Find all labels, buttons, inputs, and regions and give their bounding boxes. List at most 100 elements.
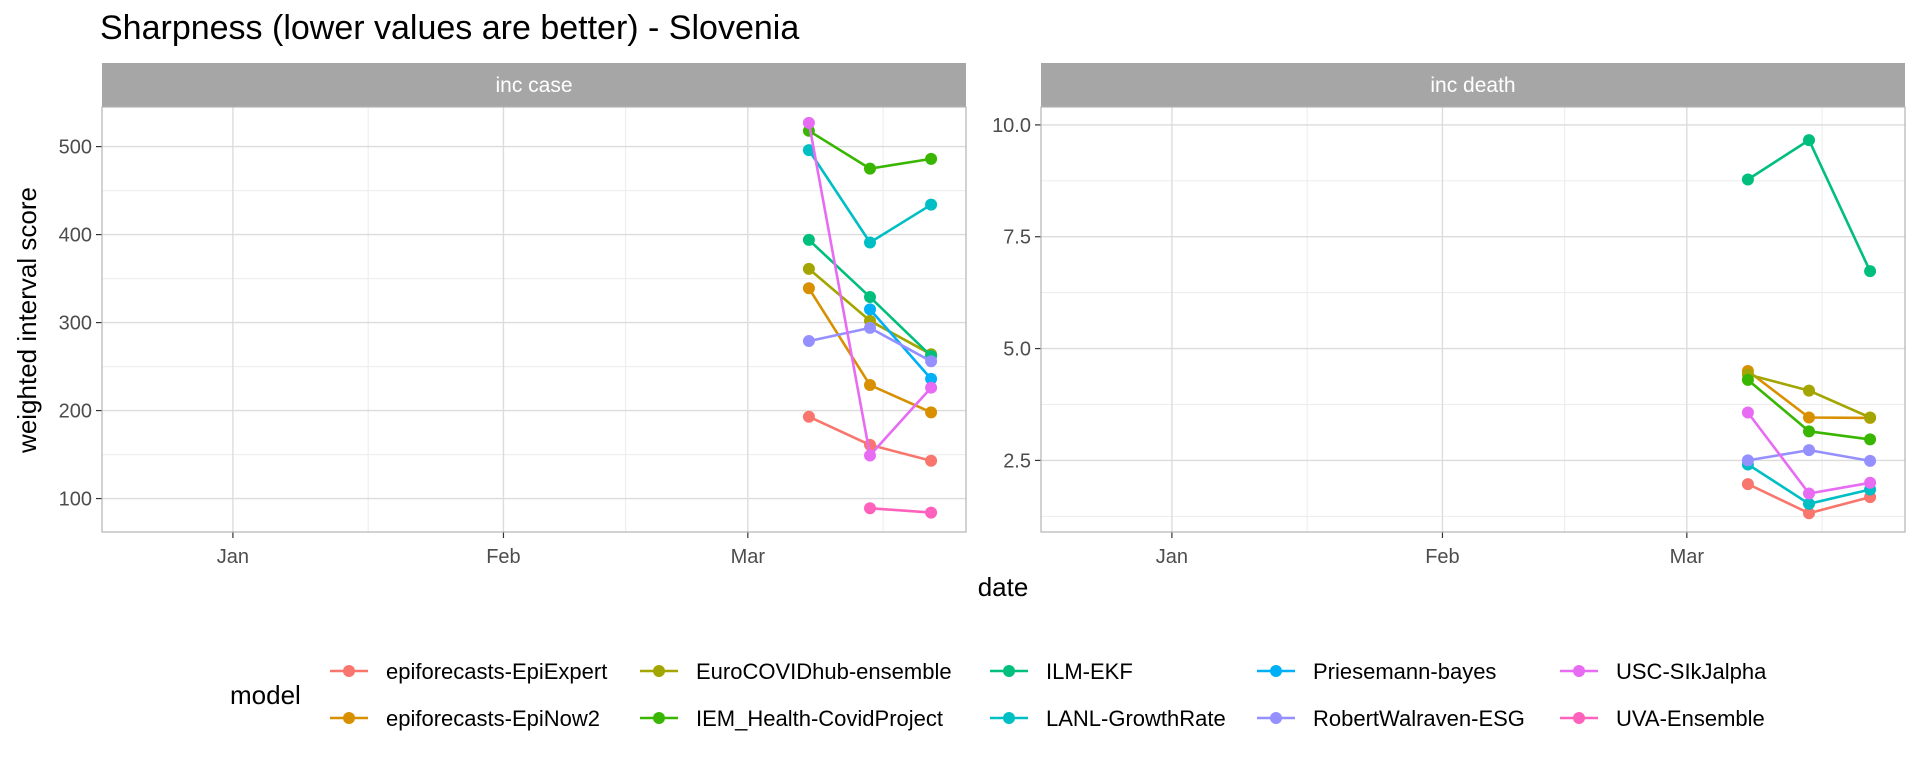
x-axis-label: date [978, 572, 1029, 602]
data-point [1803, 134, 1815, 147]
legend-item-LANL-GrowthRate: LANL-GrowthRate [990, 706, 1226, 731]
data-point [1803, 444, 1815, 457]
x-tick-label: Mar [1670, 546, 1705, 568]
data-point [802, 233, 815, 246]
data-point [1741, 373, 1754, 386]
legend-item-EuroCOVIDhub-ensemble: EuroCOVIDhub-ensemble [640, 659, 952, 684]
legend-key-point [1270, 712, 1282, 724]
series-IEM_Health-CovidProject [802, 124, 938, 175]
data-point [1803, 487, 1815, 500]
data-point [1864, 433, 1877, 446]
legend-item-UVA-Ensemble: UVA-Ensemble [1560, 706, 1765, 731]
facet-panels: inc case Jan Feb Mar 100 200 300 400 500 inc deat… [59, 63, 1906, 568]
legend-label: UVA-Ensemble [1616, 706, 1765, 731]
series-epiforecasts-EpiExpert [802, 410, 938, 467]
data-point [1803, 411, 1815, 424]
legend-key-point [1270, 665, 1282, 677]
data-point [1864, 476, 1877, 489]
data-point [1864, 411, 1877, 424]
y-tick-label: 200 [59, 401, 92, 423]
legend-label: LANL-GrowthRate [1046, 706, 1226, 731]
facet-panel-inc-case: inc case Jan Feb Mar 100 200 300 400 500 [59, 63, 967, 568]
legend-label: USC-SIkJalpha [1616, 659, 1767, 684]
legend: model epiforecasts-EpiExpert epiforecasts… [230, 659, 1767, 731]
series-RobertWalraven-ESG [1741, 444, 1877, 467]
data-point [864, 321, 876, 334]
data-point [925, 152, 938, 165]
facet-strip [102, 63, 966, 107]
legend-label: RobertWalraven-ESG [1313, 706, 1525, 731]
series-LANL-GrowthRate [802, 144, 938, 249]
x-tick-label: Mar [731, 546, 766, 568]
data-point [925, 454, 938, 467]
x-tick-label: Feb [1425, 546, 1459, 568]
y-tick-label: 10.0 [992, 115, 1031, 137]
legend-key-point [343, 665, 355, 677]
series-ILM-EKF [1741, 134, 1877, 278]
legend-key-point [1003, 665, 1015, 677]
data-point [925, 406, 938, 419]
legend-key-point [1003, 712, 1015, 724]
series-USC-SIkJalpha [1741, 406, 1877, 500]
series-RobertWalraven-ESG [802, 321, 938, 368]
legend-label: Priesemann-bayes [1313, 659, 1496, 684]
data-point [1803, 507, 1815, 520]
data-point [1741, 406, 1754, 419]
legend-item-RobertWalraven-ESG: RobertWalraven-ESG [1257, 706, 1525, 731]
series-UVA-Ensemble [864, 502, 938, 519]
data-point [802, 116, 815, 129]
facet-strip-label: inc case [495, 74, 572, 97]
panel-background [1041, 107, 1905, 532]
y-tick-label: 400 [59, 225, 92, 247]
legend-item-epiforecasts-EpiExpert: epiforecasts-EpiExpert [330, 659, 607, 684]
data-point [1803, 425, 1815, 438]
series-line [869, 506, 932, 514]
data-point [864, 291, 876, 304]
legend-label: epiforecasts-EpiExpert [386, 659, 607, 684]
data-point [1803, 497, 1815, 510]
legend-title: model [230, 680, 301, 710]
data-point [925, 355, 938, 368]
data-point [1864, 454, 1877, 467]
legend-label: EuroCOVIDhub-ensemble [696, 659, 952, 684]
x-tick-label: Feb [486, 546, 520, 568]
data-point [925, 198, 938, 211]
legend-label: IEM_Health-CovidProject [696, 706, 943, 731]
data-point [864, 303, 876, 316]
series-USC-SIkJalpha [802, 116, 938, 462]
data-point [864, 379, 876, 392]
panel-border [101, 106, 967, 533]
data-point [1741, 173, 1754, 186]
data-point [802, 282, 815, 295]
x-tick-label: Jan [1156, 546, 1188, 568]
data-point [1741, 454, 1754, 467]
legend-item-Priesemann-bayes: Priesemann-bayes [1257, 659, 1496, 684]
data-point [925, 506, 938, 519]
y-tick-label: 5.0 [1003, 339, 1031, 361]
legend-item-USC-SIkJalpha: USC-SIkJalpha [1560, 659, 1767, 684]
facet-strip [1041, 63, 1905, 107]
facet-panel-inc-death: inc death Jan Feb Mar 2.5 5.0 7.5 10.0 [992, 63, 1906, 568]
data-point [1741, 478, 1754, 491]
data-point [802, 335, 815, 348]
legend-item-ILM-EKF: ILM-EKF [990, 659, 1133, 684]
facet-strip-label: inc death [1430, 74, 1515, 97]
legend-label: ILM-EKF [1046, 659, 1133, 684]
y-tick-label: 7.5 [1003, 227, 1031, 249]
y-axis-label: weighted interval score [12, 187, 42, 454]
data-point [1803, 384, 1815, 397]
data-point [802, 144, 815, 157]
legend-item-IEM_Health-CovidProject: IEM_Health-CovidProject [640, 706, 943, 731]
series-IEM_Health-CovidProject [1741, 373, 1877, 446]
legend-key-point [653, 665, 665, 677]
y-tick-label: 2.5 [1003, 450, 1031, 472]
data-point [864, 449, 876, 462]
y-tick-label: 500 [59, 137, 92, 159]
x-tick-label: Jan [217, 546, 249, 568]
legend-key-point [653, 712, 665, 724]
data-point [1864, 265, 1877, 278]
y-tick-label: 300 [59, 313, 92, 335]
panel-background [102, 107, 966, 532]
data-point [802, 410, 815, 423]
